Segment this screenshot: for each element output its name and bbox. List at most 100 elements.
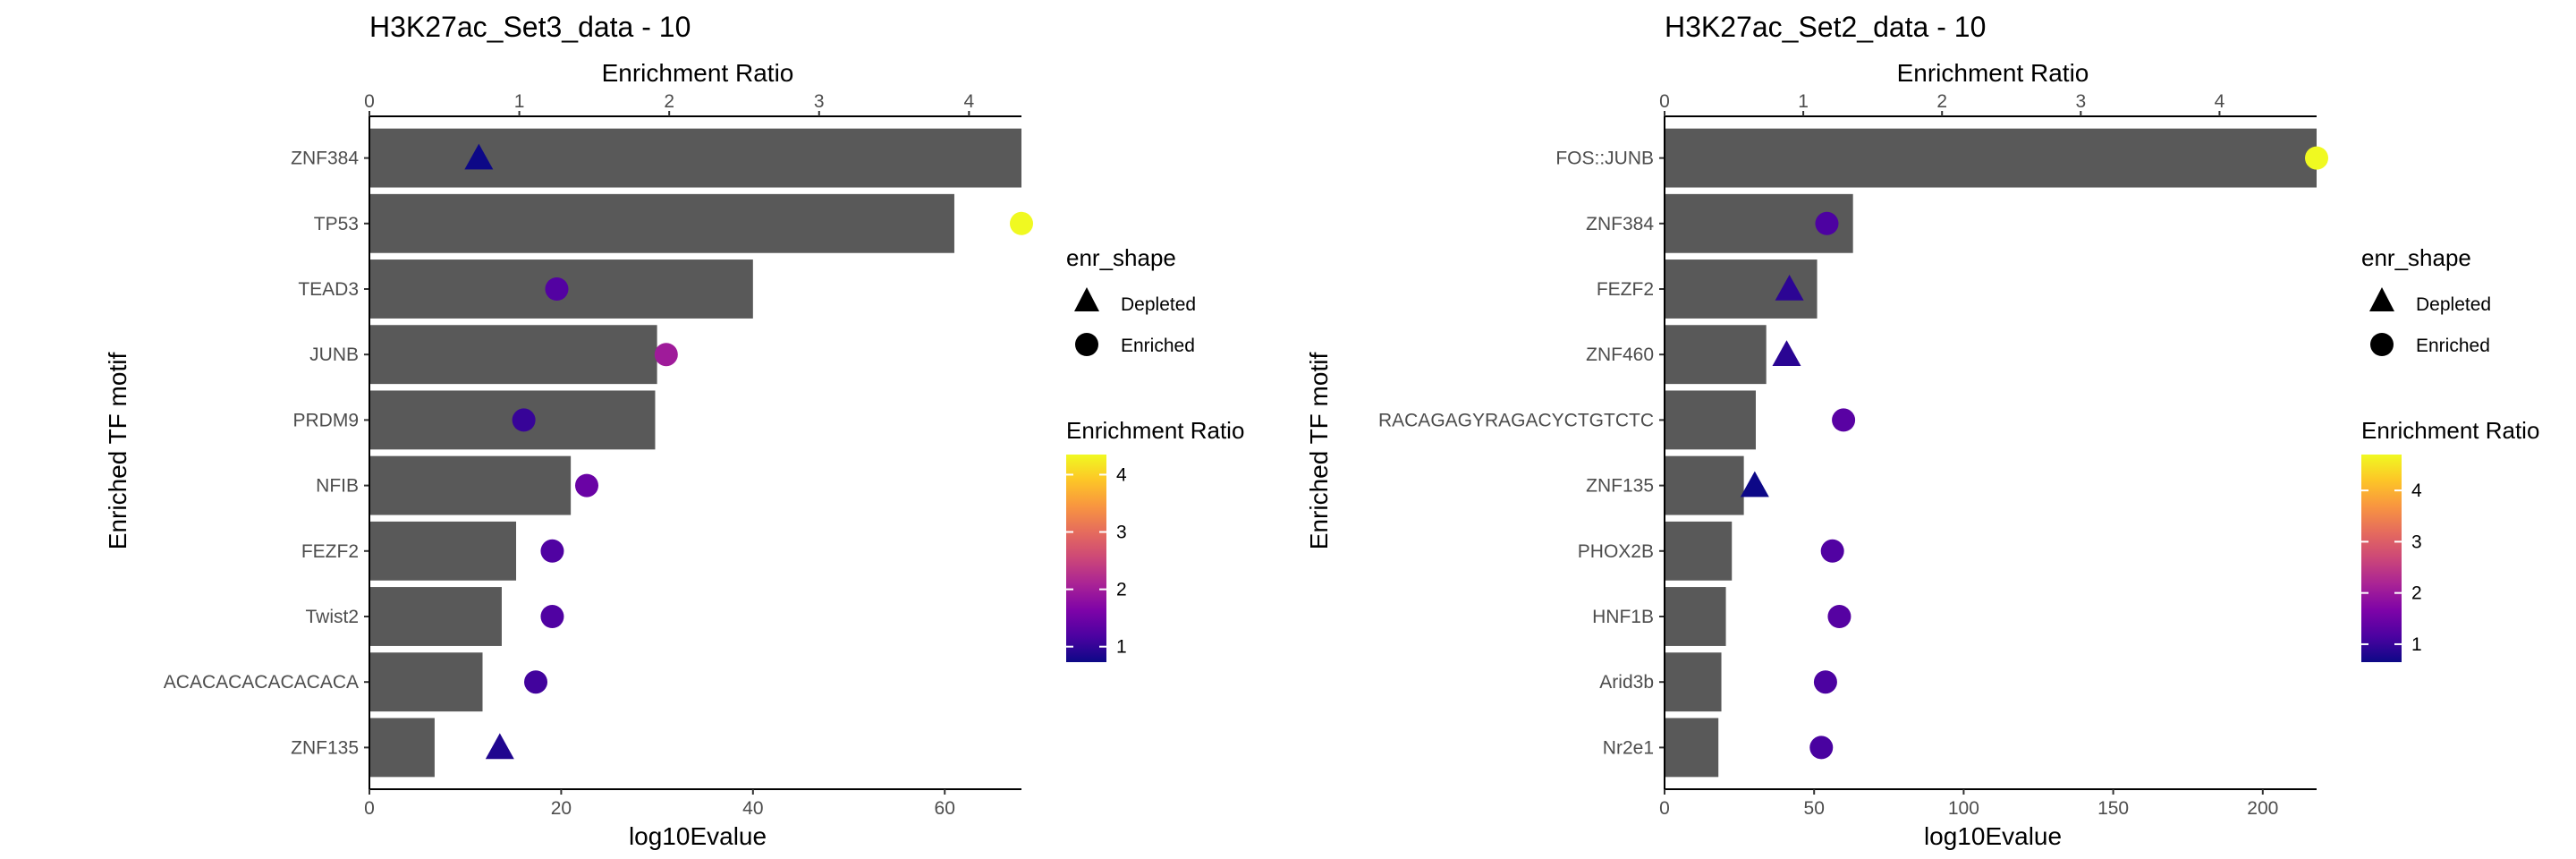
y-tick-label: PHOX2B <box>1578 541 1654 562</box>
legend-enriched-circle-icon <box>2370 333 2394 356</box>
y-tick-label: ZNF384 <box>291 149 359 169</box>
marker-enriched-nfib <box>575 473 598 498</box>
top-tick-label: 3 <box>2075 91 2086 112</box>
colorbar-tick-label: 4 <box>2411 481 2422 501</box>
y-tick-label: ZNF384 <box>1586 214 1654 234</box>
top-tick-label: 2 <box>664 91 674 112</box>
top-tick-label: 4 <box>964 91 975 112</box>
bar-junb <box>369 325 657 385</box>
legend-enriched-circle-icon <box>1075 333 1098 356</box>
bar-znf384 <box>369 128 1021 188</box>
top-tick-label: 0 <box>1659 91 1670 112</box>
y-tick-label: ZNF460 <box>1586 344 1654 365</box>
colorbar-tick-label: 1 <box>2411 634 2422 655</box>
legend-enriched-label: Enriched <box>2416 336 2490 356</box>
bar-acacacacacacaca <box>369 652 483 712</box>
top-tick-label: 4 <box>2215 91 2225 112</box>
chart-title: H3K27ac_Set3_data - 10 <box>369 11 691 43</box>
legend-color-title: Enrichment Ratio <box>1066 417 1244 444</box>
bar-nr2e1 <box>1665 718 1719 778</box>
colorbar-tick-label: 2 <box>2411 583 2422 604</box>
top-tick-label: 0 <box>364 91 375 112</box>
y-tick-label: ZNF135 <box>1586 476 1654 497</box>
legend-depleted-label: Depleted <box>1121 294 1196 315</box>
legend-enriched-label: Enriched <box>1121 336 1195 356</box>
marker-enriched-fos-junb <box>2305 146 2328 170</box>
colorbar-tick-label: 1 <box>1116 637 1127 658</box>
legend-depleted-triangle-icon <box>1074 287 1099 311</box>
top-tick-label: 1 <box>514 91 525 112</box>
marker-enriched-acacacacacacaca <box>524 670 548 694</box>
marker-depleted-znf460 <box>1772 340 1801 366</box>
x-tick-label: 0 <box>364 798 375 819</box>
x-tick-label: 100 <box>1948 798 1979 819</box>
x-axis-title: log10Evalue <box>1924 822 2062 850</box>
legend: enr_shape Depleted Enriched Enrichment R… <box>1066 244 1244 662</box>
y-tick-label: PRDM9 <box>292 410 359 430</box>
bar-phox2b <box>1665 521 1733 581</box>
x-tick-label: 20 <box>551 798 572 819</box>
x-tick-label: 150 <box>2097 798 2129 819</box>
marker-enriched-tead3 <box>545 277 569 301</box>
legend-depleted-label: Depleted <box>2416 294 2491 315</box>
bar-znf135 <box>369 718 435 778</box>
marker-enriched-nr2e1 <box>1809 736 1834 760</box>
y-axis-title: Enriched TF motif <box>104 353 131 550</box>
top-tick-label: 2 <box>1936 91 1947 112</box>
bar-znf460 <box>1665 325 1767 385</box>
bar-hnf1b <box>1665 587 1726 646</box>
y-tick-label: ACACACACACACACA <box>164 672 359 693</box>
y-tick-label: FOS::JUNB <box>1555 149 1654 169</box>
y-tick-label: FEZF2 <box>301 541 359 562</box>
bar-racagagyragacyctgtctc <box>1665 390 1756 450</box>
y-tick-label: Arid3b <box>1599 672 1654 693</box>
colorbar-tick-label: 3 <box>2411 532 2422 552</box>
bar-fezf2 <box>369 521 517 581</box>
y-tick-label: NFIB <box>316 476 359 497</box>
y-tick-label: RACAGAGYRAGACYCTGTCTC <box>1378 410 1654 430</box>
legend-shape-title: enr_shape <box>1066 244 1176 271</box>
marker-depleted-fezf2 <box>1775 275 1804 301</box>
y-axis-title: Enriched TF motif <box>1305 353 1333 550</box>
chart-panel-1: H3K27ac_Set2_data - 10 Enrichment Ratio … <box>1305 11 2539 850</box>
legend: enr_shape Depleted Enriched Enrichment R… <box>2361 244 2539 662</box>
x-tick-label: 60 <box>935 798 955 819</box>
top-axis-title: Enrichment Ratio <box>1897 59 2089 87</box>
colorbar-tick-label: 3 <box>1116 523 1127 543</box>
colorbar-tick-label: 2 <box>1116 580 1127 600</box>
bar-znf135 <box>1665 455 1744 515</box>
marker-enriched-prdm9 <box>512 408 536 432</box>
x-tick-label: 40 <box>742 798 763 819</box>
chart-panel-0: H3K27ac_Set3_data - 10 Enrichment Ratio … <box>104 11 1244 850</box>
bar-arid3b <box>1665 652 1722 712</box>
legend-depleted-triangle-icon <box>2369 287 2394 311</box>
marker-enriched-phox2b <box>1820 539 1844 563</box>
x-tick-label: 50 <box>1804 798 1825 819</box>
legend-color-title: Enrichment Ratio <box>2361 417 2539 444</box>
marker-depleted-znf384 <box>464 143 494 170</box>
y-tick-label: Nr2e1 <box>1603 737 1654 758</box>
marker-enriched-tp53 <box>1010 211 1033 235</box>
bar-nfib <box>369 455 572 515</box>
top-axis-title: Enrichment Ratio <box>602 59 794 87</box>
y-tick-label: ZNF135 <box>291 737 359 758</box>
marker-enriched-racagagyragacyctgtctc <box>1832 408 1856 432</box>
marker-enriched-znf384 <box>1815 211 1839 235</box>
marker-enriched-fezf2 <box>540 539 564 563</box>
marker-enriched-junb <box>654 343 678 367</box>
bar-fos-junb <box>1665 128 2317 188</box>
y-tick-label: FEZF2 <box>1597 279 1654 300</box>
bar-twist2 <box>369 587 502 646</box>
colorbar <box>2361 455 2402 662</box>
marker-enriched-arid3b <box>1813 670 1837 694</box>
top-tick-label: 1 <box>1798 91 1809 112</box>
x-tick-label: 200 <box>2247 798 2278 819</box>
marker-depleted-znf135 <box>1740 471 1769 498</box>
y-tick-label: HNF1B <box>1592 607 1654 627</box>
colorbar-tick-label: 4 <box>1116 464 1127 485</box>
marker-enriched-twist2 <box>540 605 564 628</box>
top-tick-label: 3 <box>814 91 825 112</box>
x-tick-label: 0 <box>1659 798 1670 819</box>
colorbar <box>1066 455 1106 662</box>
